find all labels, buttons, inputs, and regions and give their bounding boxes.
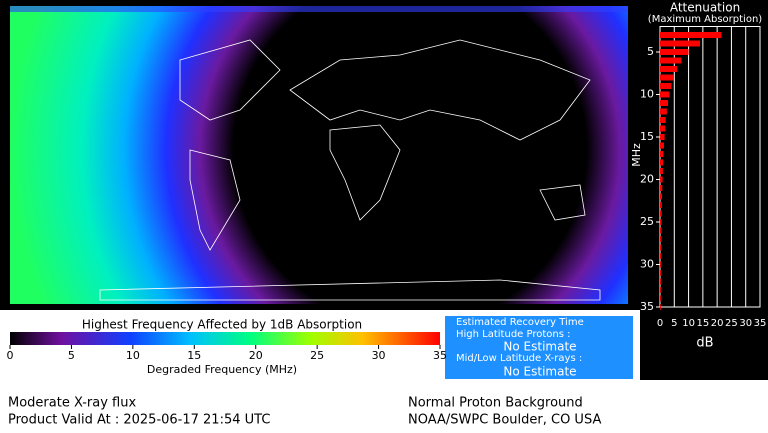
recovery-low-label: Mid/Low Latitude X-rays : <box>456 353 582 364</box>
bar <box>660 57 682 64</box>
coastlines <box>99 39 601 301</box>
y-tick-label: 15 <box>640 130 654 143</box>
y-tick-label: 25 <box>640 215 654 228</box>
recovery-title: Estimated Recovery Time <box>456 317 584 328</box>
x-tick-label: 5 <box>671 318 677 329</box>
y-tick-label: 10 <box>640 88 654 101</box>
bar <box>660 210 662 217</box>
bar <box>660 236 662 242</box>
y-tick-label: 30 <box>640 258 654 271</box>
bar <box>660 100 668 106</box>
bar <box>660 159 664 166</box>
y-axis-label: MHz <box>630 143 643 167</box>
bar <box>660 261 662 268</box>
bar <box>660 287 661 293</box>
y-tick-label: 20 <box>640 173 654 186</box>
chart-title: Attenuation <box>670 1 740 15</box>
color-bar <box>10 332 440 345</box>
footer-text: NOAA/SWPC Boulder, CO USA <box>408 413 601 428</box>
bar <box>660 278 661 285</box>
colorbar-tick-label: 15 <box>187 349 201 362</box>
bar <box>660 219 662 225</box>
bar <box>660 151 664 157</box>
chart-subtitle: (Maximum Absorption) <box>648 14 762 25</box>
map-top-band <box>10 6 628 12</box>
footer-text: Normal Proton Background <box>408 396 583 411</box>
bar <box>660 304 661 310</box>
x-tick-label: 10 <box>682 318 695 329</box>
colorbar-tick-label: 25 <box>310 349 324 362</box>
x-tick-label: 30 <box>739 318 752 329</box>
bar <box>660 202 662 208</box>
recovery-low-value: No Estimate <box>503 365 576 379</box>
y-tick-label: 35 <box>640 300 654 313</box>
bar <box>660 74 674 81</box>
x-tick-label: 20 <box>711 318 724 329</box>
bar <box>660 134 665 140</box>
bar <box>660 168 663 174</box>
bar <box>660 91 670 98</box>
absorption-map <box>10 6 628 304</box>
bar <box>660 32 722 38</box>
bar <box>660 185 663 191</box>
bar <box>660 83 672 89</box>
bar <box>660 117 666 123</box>
colorbar-tick-label: 0 <box>7 349 14 362</box>
colorbar-tick-label: 35 <box>433 349 447 362</box>
footer-text: Moderate X-ray flux <box>8 396 136 411</box>
x-tick-label: 15 <box>696 318 709 329</box>
colorbar-tick-label: 10 <box>126 349 140 362</box>
bar <box>660 125 666 132</box>
x-tick-label: 0 <box>657 318 663 329</box>
bar <box>660 295 661 302</box>
recovery-high-label: High Latitude Protons : <box>456 329 571 340</box>
bar <box>660 40 700 47</box>
bar <box>660 244 662 251</box>
x-tick-label: 35 <box>754 318 767 329</box>
bar <box>660 142 664 149</box>
bar <box>660 49 689 55</box>
recovery-high-value: No Estimate <box>503 340 576 354</box>
bar <box>660 176 663 183</box>
x-axis-label: dB <box>696 336 713 351</box>
bar <box>660 108 667 115</box>
plot-frame <box>659 26 761 308</box>
recovery-box <box>445 316 633 379</box>
bar <box>660 227 662 234</box>
colorbar-tick-label: 30 <box>372 349 386 362</box>
bar <box>660 253 662 259</box>
colorbar-title: Highest Frequency Affected by 1dB Absorp… <box>82 318 362 332</box>
colorbar-tick-label: 20 <box>249 349 263 362</box>
bar <box>660 66 678 72</box>
colorbar-label: Degraded Frequency (MHz) <box>147 363 297 376</box>
x-tick-label: 25 <box>725 318 738 329</box>
bar <box>660 270 662 276</box>
bar <box>660 193 662 200</box>
footer-text: Product Valid At : 2025-06-17 21:54 UTC <box>8 413 270 428</box>
y-tick-label: 5 <box>647 45 654 58</box>
colorbar-tick-label: 5 <box>68 349 75 362</box>
